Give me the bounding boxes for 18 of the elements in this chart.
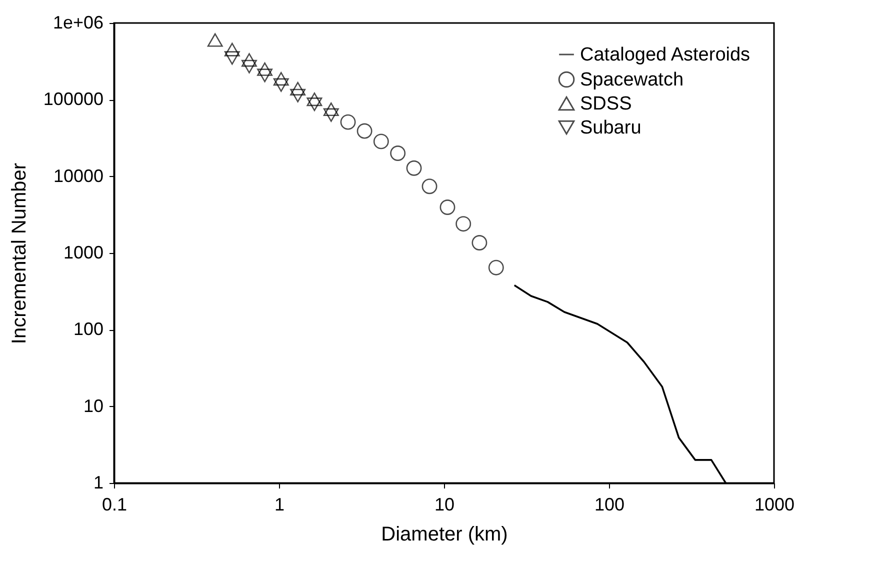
y-tick-label: 10 [83, 396, 104, 416]
y-axis-title: Incremental Number [8, 162, 30, 344]
x-axis-title: Diameter (km) [381, 524, 508, 546]
legend-label: Subaru [580, 118, 642, 138]
y-tick-label: 1e+06 [52, 12, 104, 32]
y-tick-label: 100000 [43, 89, 104, 110]
x-tick-label: 0.1 [102, 494, 128, 514]
y-tick-label: 1000 [63, 242, 104, 262]
x-tick-label: 10 [434, 494, 455, 514]
legend-label: SDSS [580, 94, 632, 114]
legend-label: Spacewatch [580, 70, 684, 90]
legend-label: Cataloged Asteroids [580, 44, 750, 66]
x-tick-label: 1 [274, 494, 285, 514]
x-tick-label: 1000 [754, 494, 795, 514]
y-tick-label: 1 [93, 472, 104, 492]
y-tick-label: 10000 [53, 166, 104, 186]
x-tick-label: 100 [594, 494, 625, 514]
y-tick-label: 100 [73, 319, 104, 340]
